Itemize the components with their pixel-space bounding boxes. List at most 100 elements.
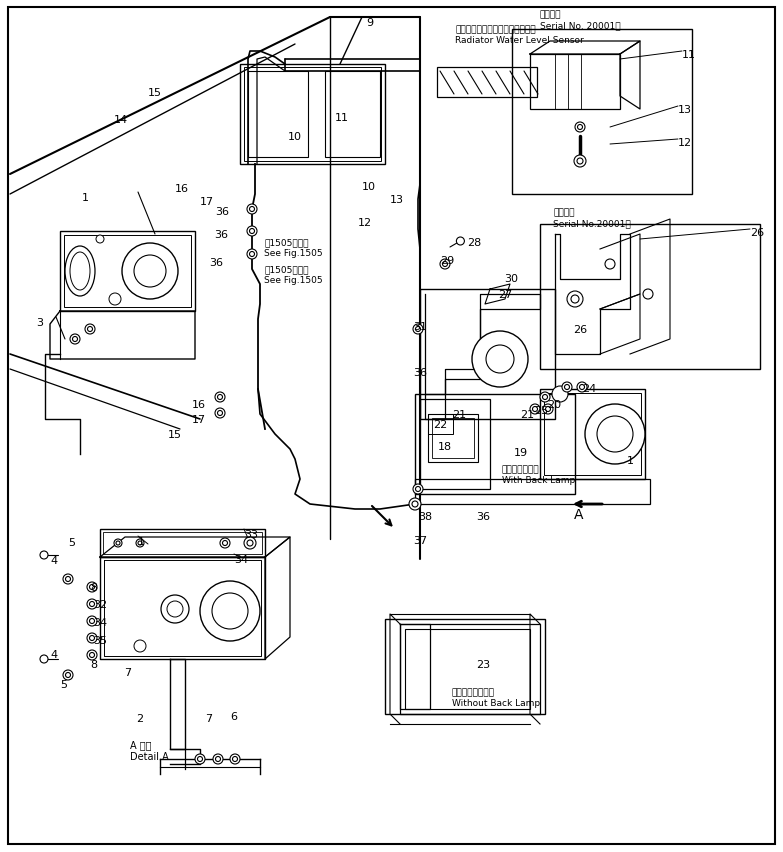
Circle shape xyxy=(571,296,579,303)
Circle shape xyxy=(167,602,183,618)
Circle shape xyxy=(577,383,587,393)
Circle shape xyxy=(87,616,97,626)
Text: 4: 4 xyxy=(50,649,57,659)
Circle shape xyxy=(66,673,70,677)
Circle shape xyxy=(577,158,583,164)
Circle shape xyxy=(212,593,248,630)
Text: Serial No. 20001～: Serial No. 20001～ xyxy=(540,21,621,30)
Circle shape xyxy=(122,244,178,300)
Bar xyxy=(420,290,555,419)
Text: 5: 5 xyxy=(68,538,75,547)
Circle shape xyxy=(215,757,221,762)
Text: 34: 34 xyxy=(93,618,107,627)
Text: ラジエータウォータレベルセンサ: ラジエータウォータレベルセンサ xyxy=(455,25,536,34)
Circle shape xyxy=(562,383,572,393)
Circle shape xyxy=(416,327,420,332)
Text: 8: 8 xyxy=(90,659,97,669)
Text: 36: 36 xyxy=(413,367,427,377)
Text: 11: 11 xyxy=(335,112,349,123)
Text: 28: 28 xyxy=(467,238,482,248)
Text: 36: 36 xyxy=(209,257,223,268)
Circle shape xyxy=(472,331,528,388)
Text: 6: 6 xyxy=(230,711,237,721)
Text: 7: 7 xyxy=(205,713,212,723)
Circle shape xyxy=(109,294,121,306)
Bar xyxy=(437,68,537,98)
Text: 22: 22 xyxy=(433,419,447,429)
Text: 23: 23 xyxy=(476,659,490,669)
Text: 1: 1 xyxy=(627,456,634,465)
Circle shape xyxy=(40,655,48,663)
Circle shape xyxy=(230,754,240,764)
Circle shape xyxy=(213,754,223,764)
Bar xyxy=(405,630,530,709)
Circle shape xyxy=(530,405,540,415)
Text: 9: 9 xyxy=(366,18,373,28)
Circle shape xyxy=(87,633,97,643)
Text: 7: 7 xyxy=(124,667,131,677)
Circle shape xyxy=(89,602,95,607)
Text: 33: 33 xyxy=(244,529,258,539)
Circle shape xyxy=(552,387,568,402)
Circle shape xyxy=(70,335,80,344)
Text: 34: 34 xyxy=(234,555,248,564)
Circle shape xyxy=(218,395,222,400)
Text: 第1505図参照: 第1505図参照 xyxy=(264,238,309,247)
Text: 35: 35 xyxy=(93,636,107,645)
Ellipse shape xyxy=(70,253,90,291)
Text: A 詳細: A 詳細 xyxy=(130,740,151,749)
Text: 適用号数: 適用号数 xyxy=(553,208,575,216)
Text: 13: 13 xyxy=(678,105,692,115)
Circle shape xyxy=(412,502,418,508)
Circle shape xyxy=(442,262,448,268)
Text: 適用号数: 適用号数 xyxy=(540,10,561,19)
Circle shape xyxy=(486,346,514,373)
Text: 17: 17 xyxy=(192,415,206,424)
Text: 12: 12 xyxy=(678,138,692,148)
Circle shape xyxy=(440,260,450,270)
Circle shape xyxy=(413,325,423,335)
Text: 1: 1 xyxy=(138,537,145,546)
Text: 20: 20 xyxy=(547,400,561,410)
Circle shape xyxy=(222,541,228,546)
Circle shape xyxy=(233,757,237,762)
Circle shape xyxy=(87,650,97,660)
Bar xyxy=(428,415,478,463)
Circle shape xyxy=(114,539,122,547)
Circle shape xyxy=(40,551,48,560)
Circle shape xyxy=(532,407,537,412)
Circle shape xyxy=(197,757,203,762)
Circle shape xyxy=(605,260,615,270)
Bar xyxy=(432,418,474,458)
Circle shape xyxy=(116,541,120,545)
Circle shape xyxy=(200,581,260,642)
Circle shape xyxy=(73,337,78,343)
Text: 5: 5 xyxy=(60,679,67,689)
Text: 1: 1 xyxy=(82,193,89,203)
Text: With Back Lamp: With Back Lamp xyxy=(502,475,576,485)
Text: 第1505図参照: 第1505図参照 xyxy=(264,265,309,273)
Bar xyxy=(60,232,195,312)
Text: 36: 36 xyxy=(214,230,228,239)
Text: 10: 10 xyxy=(288,132,302,141)
Circle shape xyxy=(161,596,189,624)
Circle shape xyxy=(578,125,583,130)
Circle shape xyxy=(218,411,222,416)
Text: Without Back Lamp: Without Back Lamp xyxy=(452,698,540,707)
Text: 16: 16 xyxy=(175,184,189,193)
Bar xyxy=(540,389,645,480)
Text: 25: 25 xyxy=(534,406,548,416)
Circle shape xyxy=(136,539,144,547)
Circle shape xyxy=(409,498,421,510)
Text: 14: 14 xyxy=(114,115,128,125)
Circle shape xyxy=(247,204,257,215)
Bar xyxy=(420,400,490,489)
Bar xyxy=(415,394,575,494)
Circle shape xyxy=(567,291,583,308)
Circle shape xyxy=(215,393,225,402)
Circle shape xyxy=(413,485,423,494)
Text: バックランプなし: バックランプなし xyxy=(452,688,495,696)
Text: 10: 10 xyxy=(362,181,376,192)
Circle shape xyxy=(456,238,464,245)
Text: 29: 29 xyxy=(440,256,454,266)
